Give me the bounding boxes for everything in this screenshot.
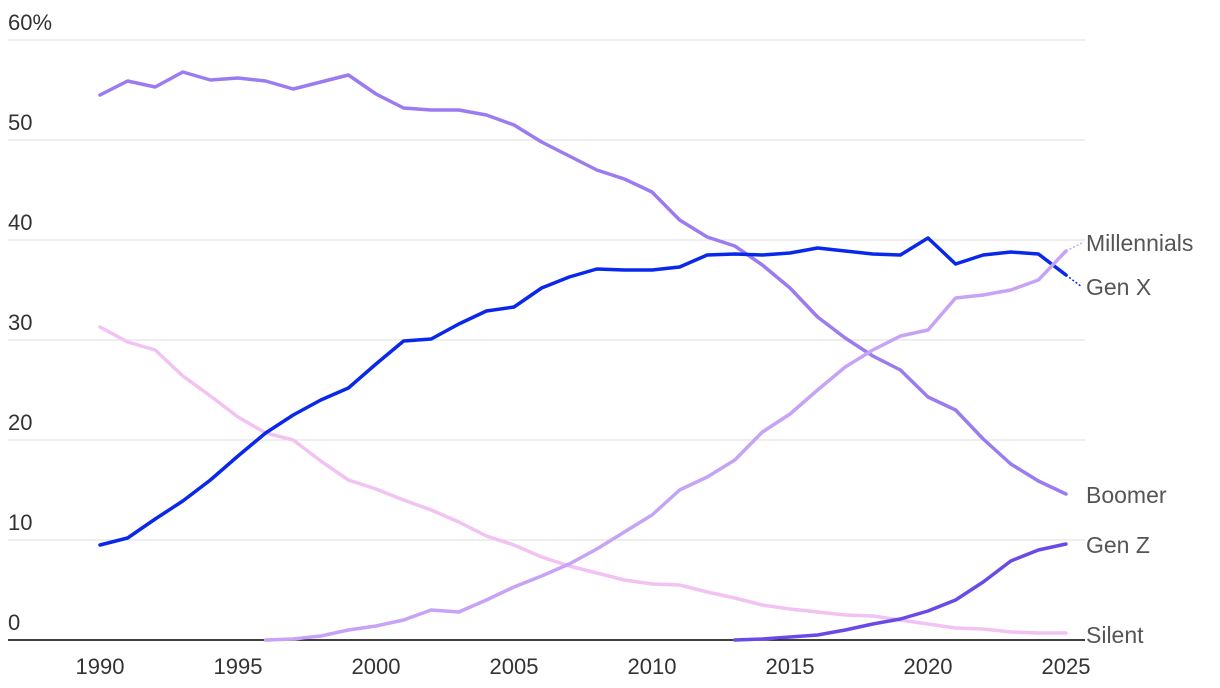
x-tick-label-2015: 2015 bbox=[766, 654, 815, 679]
y-tick-label-40: 40 bbox=[8, 210, 32, 235]
x-tick-label-2010: 2010 bbox=[628, 654, 677, 679]
series-lines bbox=[98, 70, 1083, 642]
series-labels: Millennials Gen X Boomer Gen Z Silent bbox=[1086, 230, 1193, 648]
leader-line-millennials bbox=[1065, 242, 1083, 252]
x-tick-label-2025: 2025 bbox=[1042, 654, 1091, 679]
series-label-gen-z: Gen Z bbox=[1086, 532, 1150, 558]
y-tick-label-30: 30 bbox=[8, 310, 32, 335]
y-tick-label-20: 20 bbox=[8, 410, 32, 435]
x-tick-label-1995: 1995 bbox=[214, 654, 263, 679]
x-tick-label-2000: 2000 bbox=[352, 654, 401, 679]
gridlines bbox=[8, 39, 1085, 641]
series-line-gen-z bbox=[733, 542, 1068, 642]
x-tick-label-1990: 1990 bbox=[76, 654, 125, 679]
series-line-gen-x bbox=[98, 236, 1068, 547]
y-tick-label-50: 50 bbox=[8, 110, 32, 135]
series-label-millennials: Millennials bbox=[1086, 230, 1193, 256]
series-label-silent: Silent bbox=[1086, 622, 1144, 648]
series-line-boomer bbox=[98, 70, 1068, 496]
y-tick-label-0: 0 bbox=[8, 610, 20, 635]
x-tick-label-2020: 2020 bbox=[904, 654, 953, 679]
series-label-boomer: Boomer bbox=[1086, 482, 1167, 508]
leader-line-gen-x bbox=[1065, 274, 1083, 288]
x-tick-label-2005: 2005 bbox=[490, 654, 539, 679]
series-line-millennials bbox=[263, 249, 1068, 642]
series-line-silent bbox=[98, 325, 1068, 635]
y-tick-label-10: 10 bbox=[8, 510, 32, 535]
y-tick-label-60: 60% bbox=[8, 10, 52, 35]
y-axis-tick-labels: 0 10 20 30 40 50 60% bbox=[8, 10, 52, 635]
series-label-gen-x: Gen X bbox=[1086, 274, 1151, 300]
x-axis-tick-labels: 1990 1995 2000 2005 2010 2015 2020 2025 bbox=[76, 654, 1091, 679]
